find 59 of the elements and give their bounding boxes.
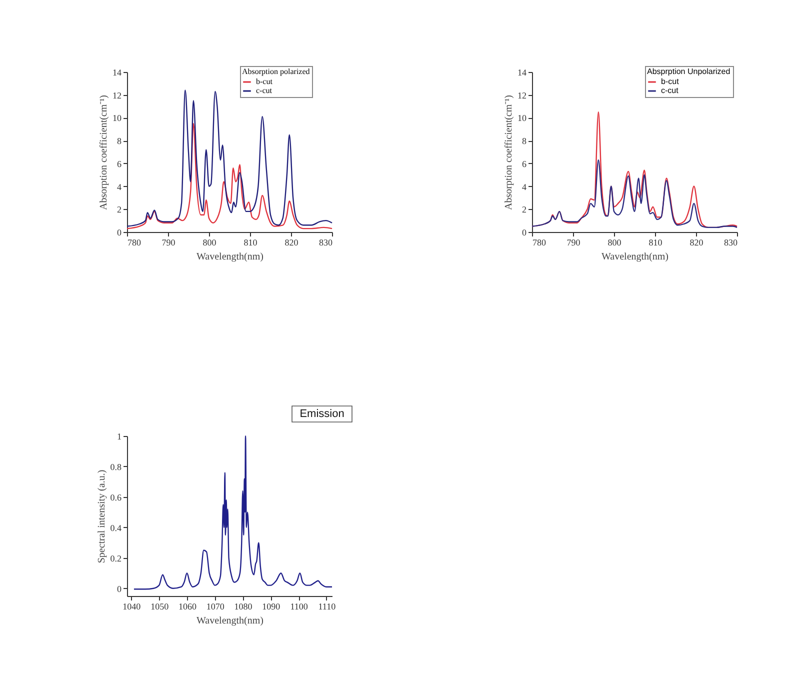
line-series bbox=[133, 435, 333, 590]
y-tick-label: 6 bbox=[117, 158, 122, 169]
x-tick-label: 810 bbox=[648, 238, 663, 248]
y-tick-label: 2 bbox=[117, 204, 122, 215]
x-tick-label: 1050 bbox=[150, 602, 170, 612]
x-tick-label: 820 bbox=[284, 238, 299, 248]
text: Emission bbox=[300, 408, 344, 420]
x-axis-title: Wavelength(nm) bbox=[196, 252, 264, 262]
y-tick-label: 0.2 bbox=[110, 553, 122, 564]
y-tick-label: 4 bbox=[522, 182, 527, 192]
line-series bbox=[126, 90, 333, 227]
y-tick-label: 0.8 bbox=[110, 462, 122, 472]
x-tick-label: 790 bbox=[566, 238, 581, 248]
legend-title: Absprption Unpolarized bbox=[647, 67, 730, 76]
y-tick-label: 12 bbox=[518, 90, 526, 100]
legend-label: c-cut bbox=[256, 86, 273, 95]
y-tick-label: 0 bbox=[117, 584, 122, 594]
y-tick-label: 10 bbox=[112, 113, 122, 124]
y-tick-label: 0 bbox=[117, 228, 122, 238]
y-tick-label: 0 bbox=[522, 228, 527, 238]
y-axis-title: Spectral intensity (a.u.) bbox=[96, 470, 108, 564]
x-tick-label: 800 bbox=[608, 238, 622, 248]
x-axis-title: Wavelength(nm) bbox=[602, 252, 668, 262]
x-tick-label: 1100 bbox=[290, 602, 308, 612]
x-tick-label: 780 bbox=[128, 238, 142, 248]
line-series bbox=[126, 122, 333, 230]
legend-title: Absorption polarized bbox=[242, 67, 310, 76]
x-tick-label: 830 bbox=[319, 238, 333, 248]
x-tick-label: 1060 bbox=[178, 602, 197, 612]
y-tick-label: 10 bbox=[518, 113, 527, 124]
y-tick-label: 1 bbox=[117, 432, 122, 442]
y-axis-title: Absorption coefficient(cm⁻¹) bbox=[98, 95, 110, 210]
y-tick-label: 2 bbox=[522, 204, 526, 215]
y-tick-label: 4 bbox=[117, 182, 122, 192]
x-tick-label: 790 bbox=[162, 238, 176, 248]
line-series bbox=[531, 159, 738, 228]
y-tick-label: 8 bbox=[117, 136, 122, 146]
legend-label: b-cut bbox=[256, 77, 274, 86]
x-tick-label: 800 bbox=[202, 238, 217, 248]
x-tick-label: 820 bbox=[690, 238, 704, 248]
x-tick-label: 780 bbox=[532, 238, 546, 248]
y-tick-label: 14 bbox=[518, 68, 527, 78]
y-tick-label: 14 bbox=[112, 68, 122, 78]
x-tick-label: 830 bbox=[724, 238, 738, 248]
x-tick-label: 1080 bbox=[234, 602, 253, 612]
x-tick-label: 1070 bbox=[206, 602, 225, 612]
x-tick-label: 1040 bbox=[122, 602, 142, 612]
x-tick-label: 1090 bbox=[262, 602, 281, 612]
legend-label: c-cut bbox=[661, 86, 680, 95]
x-tick-label: 1110 bbox=[318, 602, 336, 612]
y-tick-label: 0.4 bbox=[110, 522, 122, 533]
x-tick-label: 810 bbox=[244, 238, 258, 248]
y-tick-label: 0.6 bbox=[110, 492, 122, 502]
y-tick-label: 12 bbox=[112, 90, 122, 100]
y-axis-title: Absorption coefficient(cm⁻¹) bbox=[504, 95, 514, 210]
x-axis-title: Wavelength(nm) bbox=[196, 616, 264, 626]
legend-label: b-cut bbox=[661, 77, 680, 86]
y-tick-label: 6 bbox=[522, 158, 527, 169]
y-tick-label: 8 bbox=[522, 136, 527, 146]
